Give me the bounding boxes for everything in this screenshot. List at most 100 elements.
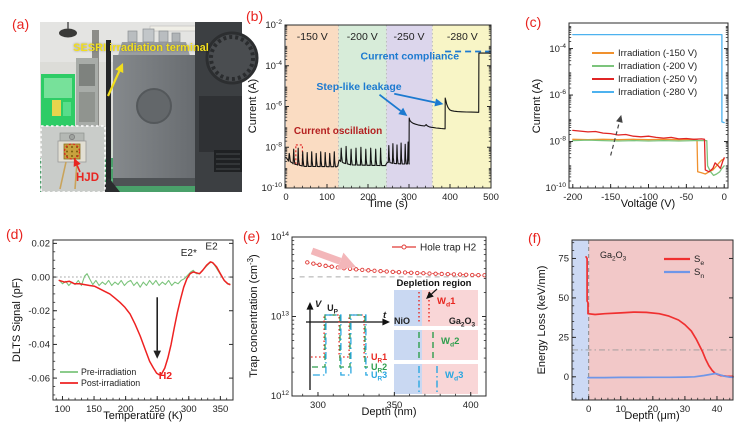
svg-text:10-10: 10-10: [546, 182, 567, 194]
y-axis-label: DLTS Signal (pF): [11, 278, 23, 362]
legend-entry: Irradiation (-280 V): [618, 87, 697, 98]
svg-text:-200: -200: [563, 192, 582, 203]
depletion-region-label: Depletion region: [397, 278, 472, 289]
trap-series: [306, 261, 485, 276]
legend: Irradiation (-150 V) Irradiation (-200 V)…: [592, 48, 697, 98]
svg-text:UP: UP: [327, 303, 339, 316]
svg-text:1012: 1012: [271, 390, 289, 402]
nio-region: [394, 330, 422, 360]
gao-region: [422, 364, 478, 394]
svg-text:10-10: 10-10: [262, 182, 283, 194]
svg-text:20: 20: [648, 404, 659, 415]
iv-series-1: [572, 139, 725, 177]
energy-series-1: [587, 372, 734, 379]
axes-box: [52, 239, 234, 401]
surface-band: [572, 240, 589, 400]
gao-region: [422, 330, 478, 360]
svg-text:300: 300: [401, 192, 417, 203]
svg-text:0.00: 0.00: [32, 272, 51, 283]
panel-d-tag: (d): [6, 226, 24, 242]
svg-text:-0.06: -0.06: [28, 373, 50, 384]
svg-text:10-4: 10-4: [549, 43, 566, 55]
legend-entry: Sn: [694, 267, 704, 280]
svg-text:Ga2O3: Ga2O3: [449, 316, 476, 329]
bias-region-label: -250 V: [394, 31, 425, 43]
svg-text:-0.04: -0.04: [28, 340, 50, 351]
nio-region: [394, 364, 422, 394]
svg-text:75: 75: [558, 254, 569, 265]
panel-e-tag: (e): [243, 228, 261, 244]
x-axis-label: Depth (μm): [624, 410, 679, 422]
svg-text:0: 0: [283, 192, 288, 203]
x-axis-label: Time (s): [368, 198, 408, 210]
svg-text:100: 100: [319, 192, 335, 203]
svg-text:10-6: 10-6: [265, 101, 282, 113]
svg-text:0.02: 0.02: [32, 239, 51, 250]
svg-text:500: 500: [483, 192, 499, 203]
svg-text:10-6: 10-6: [549, 89, 566, 101]
svg-text:25: 25: [558, 333, 569, 344]
reverse-level-label: UR1: [371, 352, 387, 365]
svg-text:400: 400: [442, 192, 458, 203]
svg-text:0: 0: [722, 192, 727, 203]
annotation: Current compliance: [361, 51, 460, 63]
x-axis-label: Temperature (K): [103, 410, 182, 422]
axes-box: [291, 236, 487, 397]
svg-text:10: 10: [615, 404, 626, 415]
bias-region-label: -200 V: [347, 31, 378, 43]
svg-text:10-8: 10-8: [549, 136, 566, 148]
photo-device-label: HJD: [76, 172, 100, 184]
photo-porthole: [136, 88, 172, 124]
svg-text:400: 400: [463, 400, 479, 411]
legend-entry: Pre-irradiation: [81, 367, 136, 377]
annotation: Current oscillation: [294, 126, 382, 137]
pulse-waveform: [312, 314, 368, 368]
svg-text:NiO: NiO: [394, 316, 410, 326]
panel-f-tag: (f): [528, 230, 542, 246]
depletion-width-label: Wd1: [437, 296, 456, 309]
bias-region-label: -150 V: [297, 31, 328, 43]
pulse-waveform: [312, 314, 368, 376]
svg-text:0: 0: [564, 372, 569, 383]
photo-terminal-label: SESRI irradiation terminal: [73, 42, 209, 54]
peak-label: E2*: [181, 248, 197, 259]
svg-text:50: 50: [558, 293, 569, 304]
x-axis-label: Depth (nm): [361, 406, 416, 418]
svg-text:300: 300: [181, 404, 197, 415]
gao-band: [588, 240, 733, 400]
reverse-level-label: UR3: [371, 370, 387, 383]
y-axis-label: Trap concentration (cm-3): [246, 254, 260, 377]
svg-text:1013: 1013: [271, 311, 289, 323]
depletion-width-label: Wd2: [441, 336, 459, 349]
panel-a-tag: (a): [12, 16, 30, 32]
svg-text:V: V: [315, 299, 322, 310]
y-axis-label: Current (A): [247, 79, 259, 133]
legend-entry: Hole trap H2: [420, 243, 477, 254]
y-axis-label: Energy Loss (keV/nm): [536, 266, 548, 375]
dlts-series-1: [58, 261, 231, 376]
peak-label: H2: [159, 370, 173, 382]
svg-text:250: 250: [149, 404, 165, 415]
legend-entry: Irradiation (-250 V): [618, 74, 697, 85]
svg-text:350: 350: [386, 400, 402, 411]
svg-text:10-8: 10-8: [265, 141, 282, 153]
panel-a-photo: [40, 22, 259, 193]
junction-stack: Wd1 Wd2 Wd3 NiO Ga2O3 Depletion region: [394, 278, 478, 394]
legend-entry: Irradiation (-150 V): [618, 48, 697, 59]
iv-series-2: [572, 129, 725, 173]
legend-entry: Se: [694, 254, 704, 267]
svg-text:10-4: 10-4: [265, 60, 282, 72]
panel-b-chart: -150 V -200 V -250 V -280 V Current complian…: [247, 19, 499, 210]
svg-text:t: t: [383, 310, 387, 321]
svg-text:200: 200: [360, 192, 376, 203]
annotation: Step-like leakage: [316, 81, 401, 93]
svg-text:-100: -100: [639, 192, 658, 203]
svg-text:1014: 1014: [271, 231, 289, 243]
